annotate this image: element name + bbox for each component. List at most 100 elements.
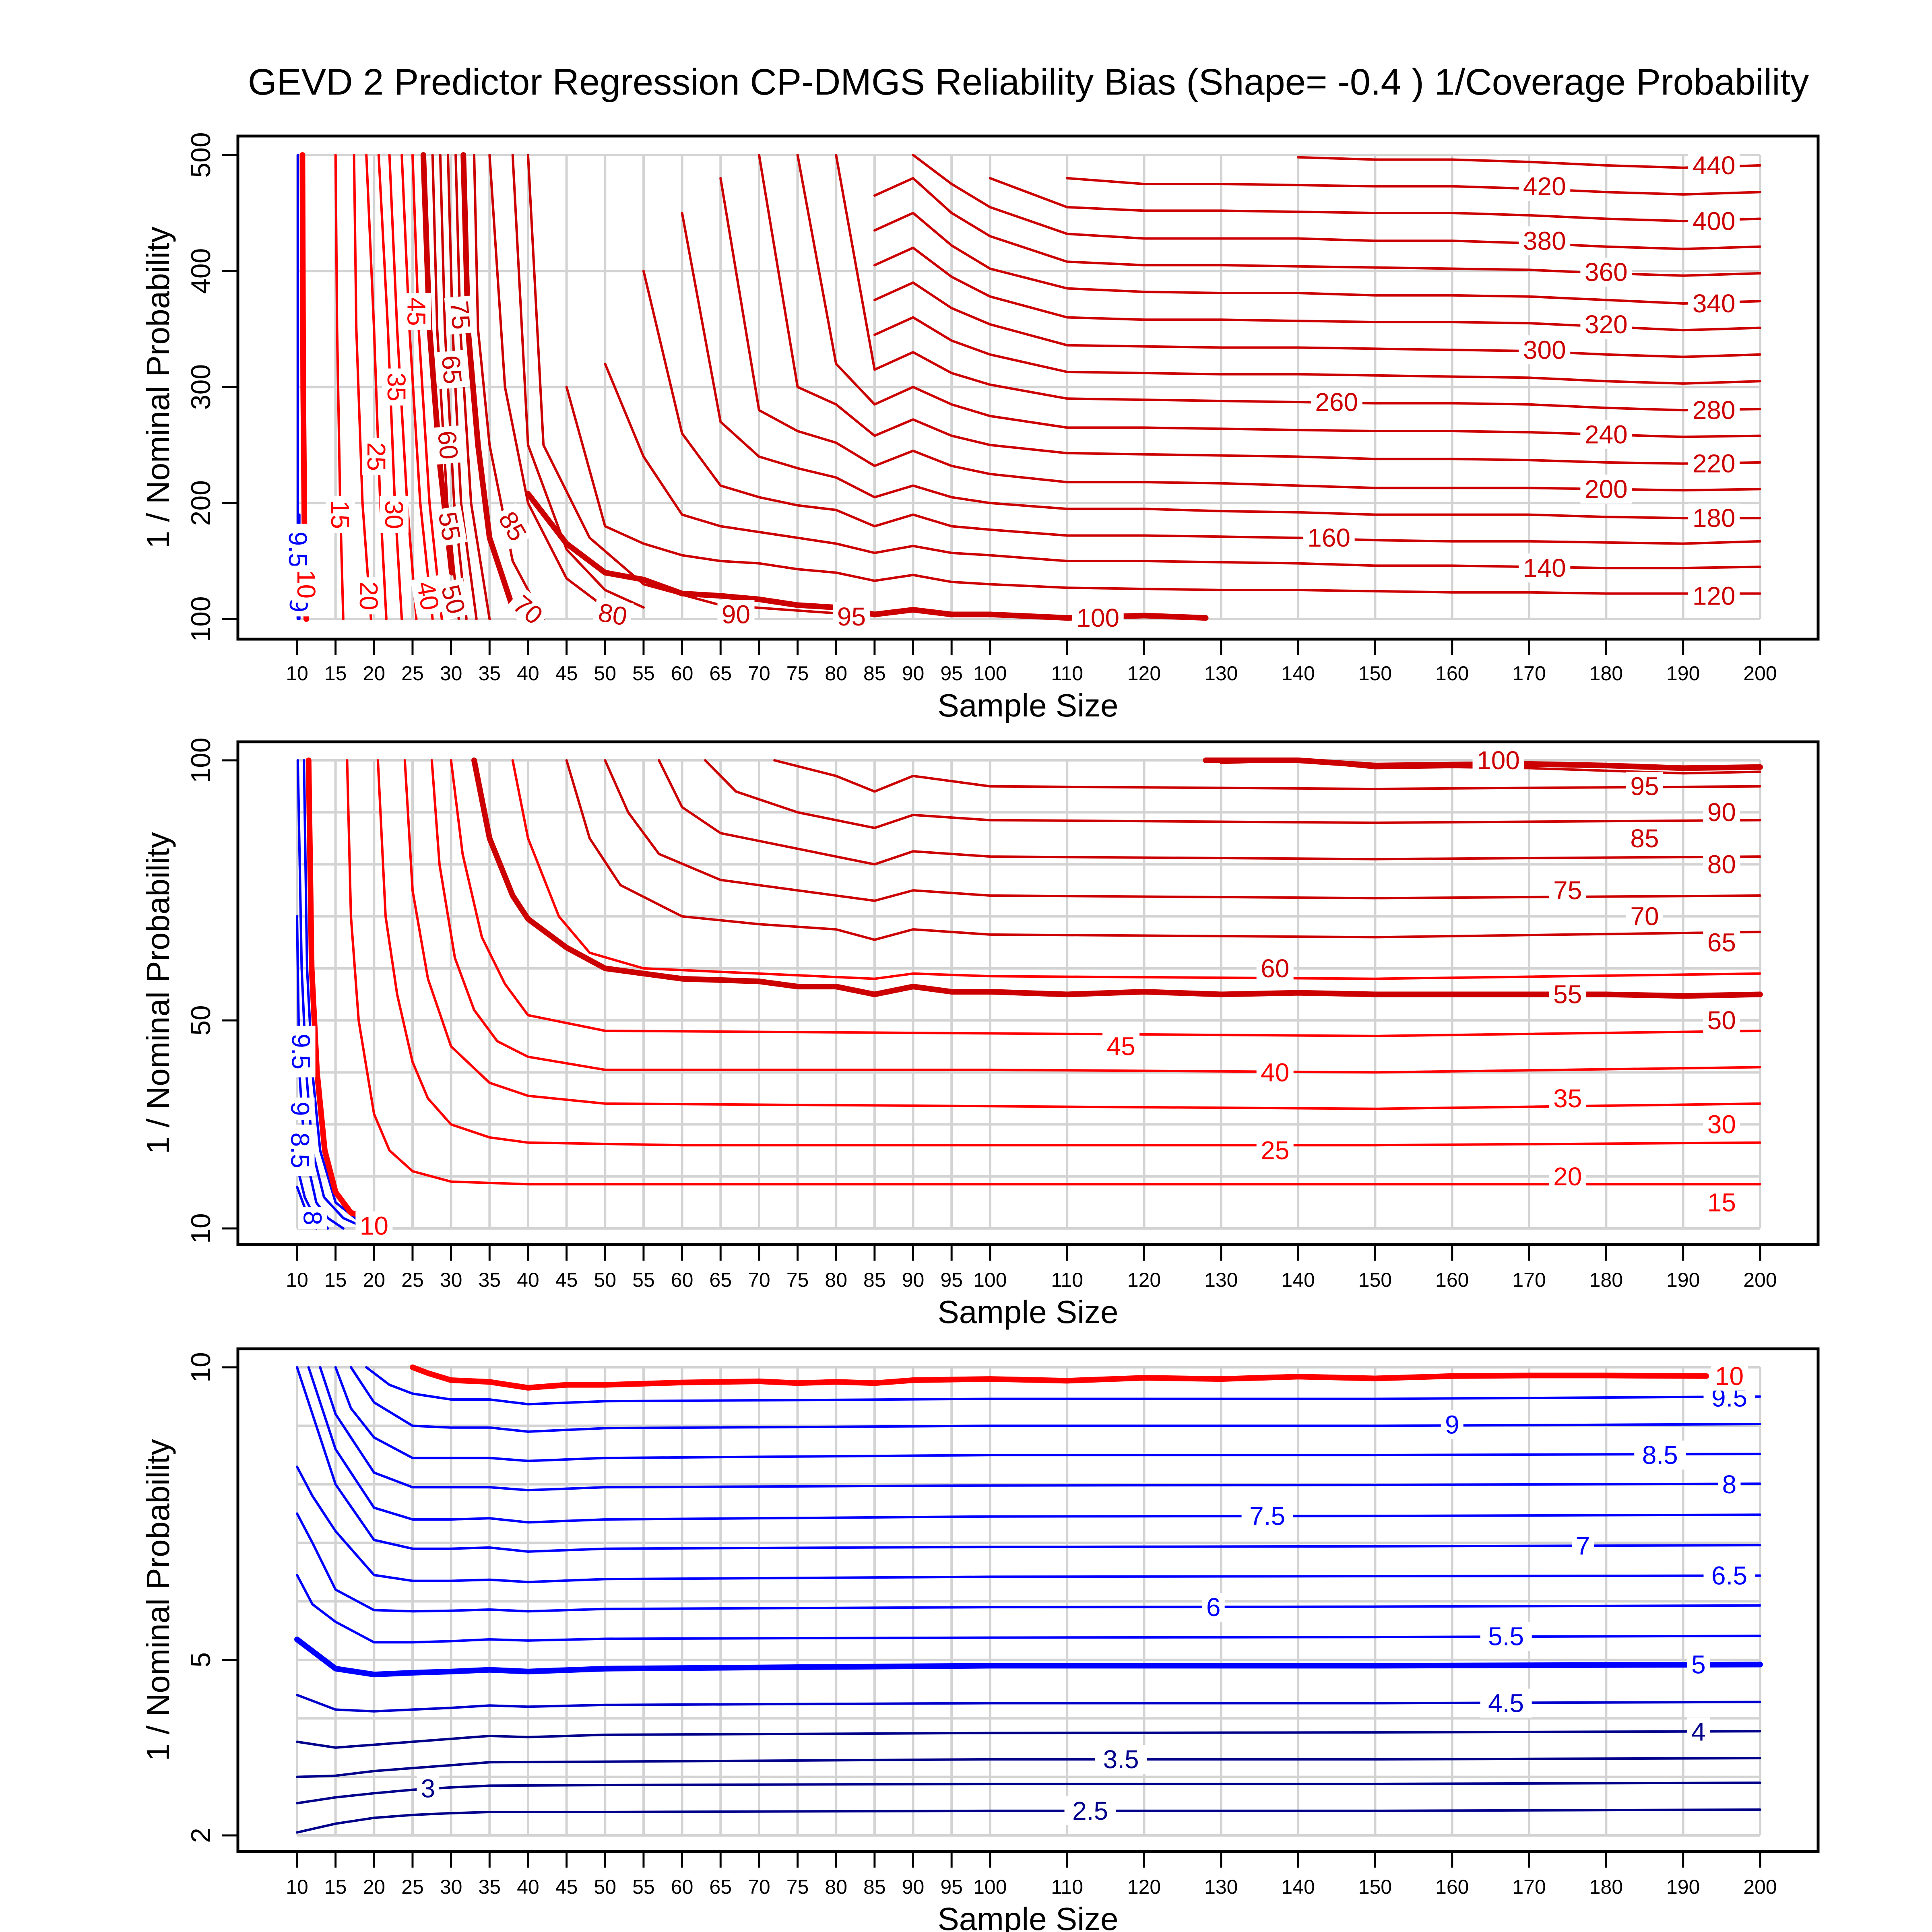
contour-label-gap [717,600,755,629]
x-tick-label: 85 [863,1876,886,1898]
contour-label: 9 [286,1102,315,1116]
contour-line-260 [835,154,1761,412]
contour-label: 8 [298,1211,327,1225]
x-tick-label: 35 [478,662,501,685]
contour-line-140 [604,362,1761,570]
contour-label: 30 [380,500,409,529]
y-axis: 100 200 300 400 500 1 / Nominal Probability [140,132,238,642]
contour-line-440 [1297,156,1761,169]
contour-line-55 [565,759,1761,941]
contour-label-gap [1703,928,1740,957]
plot-frame [236,740,1820,1246]
contour-line-55 [431,154,460,620]
contour-line-8_5 [334,1366,1761,1462]
contour-label: 4 [1691,1717,1706,1746]
contour-label-gap [1256,1058,1294,1087]
contour-label-gap [1519,171,1571,201]
contour-line-7_5 [307,1366,1761,1524]
x-tick-label: 75 [786,662,809,685]
contour-label-gap [1549,980,1586,1009]
contour-label-gap [1519,335,1571,365]
x-tick-label: 100 [973,1876,1007,1898]
x-tick-label: 140 [1281,662,1315,685]
contour-label-gap [1549,1084,1586,1113]
contour-line-420 [1066,177,1761,196]
x-tick-label: 40 [517,1269,539,1291]
contour-label-gap [1711,1361,1748,1391]
contour-label-gap [1549,1162,1586,1191]
y-axis-label: 1 / Nominal Probability [140,832,176,1154]
x-tick-label: 40 [517,662,539,685]
contour-line-45 [511,759,1761,980]
contour-label-gap [1472,746,1524,775]
x-tick-label: 50 [594,1876,616,1898]
contour-label-gap [1688,151,1740,180]
contour-label-gap [1519,553,1571,583]
contour-label-gap [1703,850,1740,879]
x-tick-label: 100 [973,662,1007,685]
contour-line-180 [681,212,1761,520]
x-axis: 10 15 20 25 30 35 40 45 50 55 60 65 70 75 80 85 90 95 100 1… [286,1245,1777,1330]
contour-label-gap [444,295,477,335]
x-tick-label: 180 [1589,662,1623,685]
contour-label-gap [1626,902,1664,931]
contour-line-3 [296,1781,1761,1804]
contour-line-100 [525,491,1209,621]
x-tick-label: 15 [324,662,347,685]
contour-line-20 [353,154,372,620]
plot-frame [236,1347,1820,1853]
contour-label-gap [380,496,409,533]
contour-line-70 [454,154,491,620]
contour-line-50 [471,758,1763,999]
contour-label: 25 [362,442,391,471]
contour-label-gap [1703,798,1740,827]
contour-label-gap [1580,258,1632,287]
x-tick-label: 170 [1512,1876,1546,1898]
x-tick-label: 80 [825,662,847,685]
x-tick-label: 110 [1051,662,1083,685]
contour-label: 240 [1585,420,1628,449]
contour-label: 15 [326,500,355,529]
contour-label: 60 [1261,954,1289,983]
contour-label: 8 [1722,1470,1737,1499]
x-tick-label: 160 [1435,1269,1469,1291]
contour-labels: 10 8 8.5 9 9.5 15 20 25 30 35 40 45 50 55 60 65 70 75 80 85… [285,746,1740,1241]
x-tick-label: 70 [748,662,770,685]
contour-line-7 [296,1366,1761,1553]
x-tick-label: 200 [1743,1269,1777,1291]
contour-label: 7 [1576,1531,1590,1560]
contour-line-75 [460,152,516,611]
contour-label-gap [402,293,431,330]
x-tick-label: 130 [1204,1269,1238,1291]
contour-label: 25 [1261,1136,1289,1165]
contour-line-65 [447,154,478,620]
contour-line-70 [704,759,1761,829]
y-tick-label: 500 [186,132,216,178]
contour-label-gap [491,503,535,550]
x-tick-label: 15 [324,1269,347,1291]
contour-line-65 [658,759,1761,866]
x-axis-label: Sample Size [937,1901,1118,1932]
contour-label-gap [1718,1470,1741,1499]
contour-label: 220 [1693,449,1736,478]
y-tick-label: 10 [186,1213,216,1244]
contour-label-gap [504,586,552,633]
contour-label-gap [1580,420,1632,449]
contour-line-6 [296,1512,1761,1613]
x-tick-label: 20 [363,1269,386,1291]
contour-line-15 [346,759,1761,1186]
contour-label-gap [1688,504,1740,533]
x-tick-label: 65 [709,662,732,685]
x-tick-label: 120 [1127,1876,1161,1898]
contour-label-gap [1072,603,1124,633]
y-tick-label: 200 [186,480,216,526]
contour-label: 120 [1693,581,1736,610]
x-axis-label: Sample Size [937,1294,1118,1330]
contours [296,758,1763,1230]
contour-line-4 [296,1730,1761,1749]
contour-label: 4.5 [1488,1688,1524,1717]
x-tick-label: 10 [286,1876,308,1898]
contour-label: 380 [1523,226,1566,255]
contour-label: 9 [1445,1410,1459,1439]
contour-line-30 [377,154,403,620]
